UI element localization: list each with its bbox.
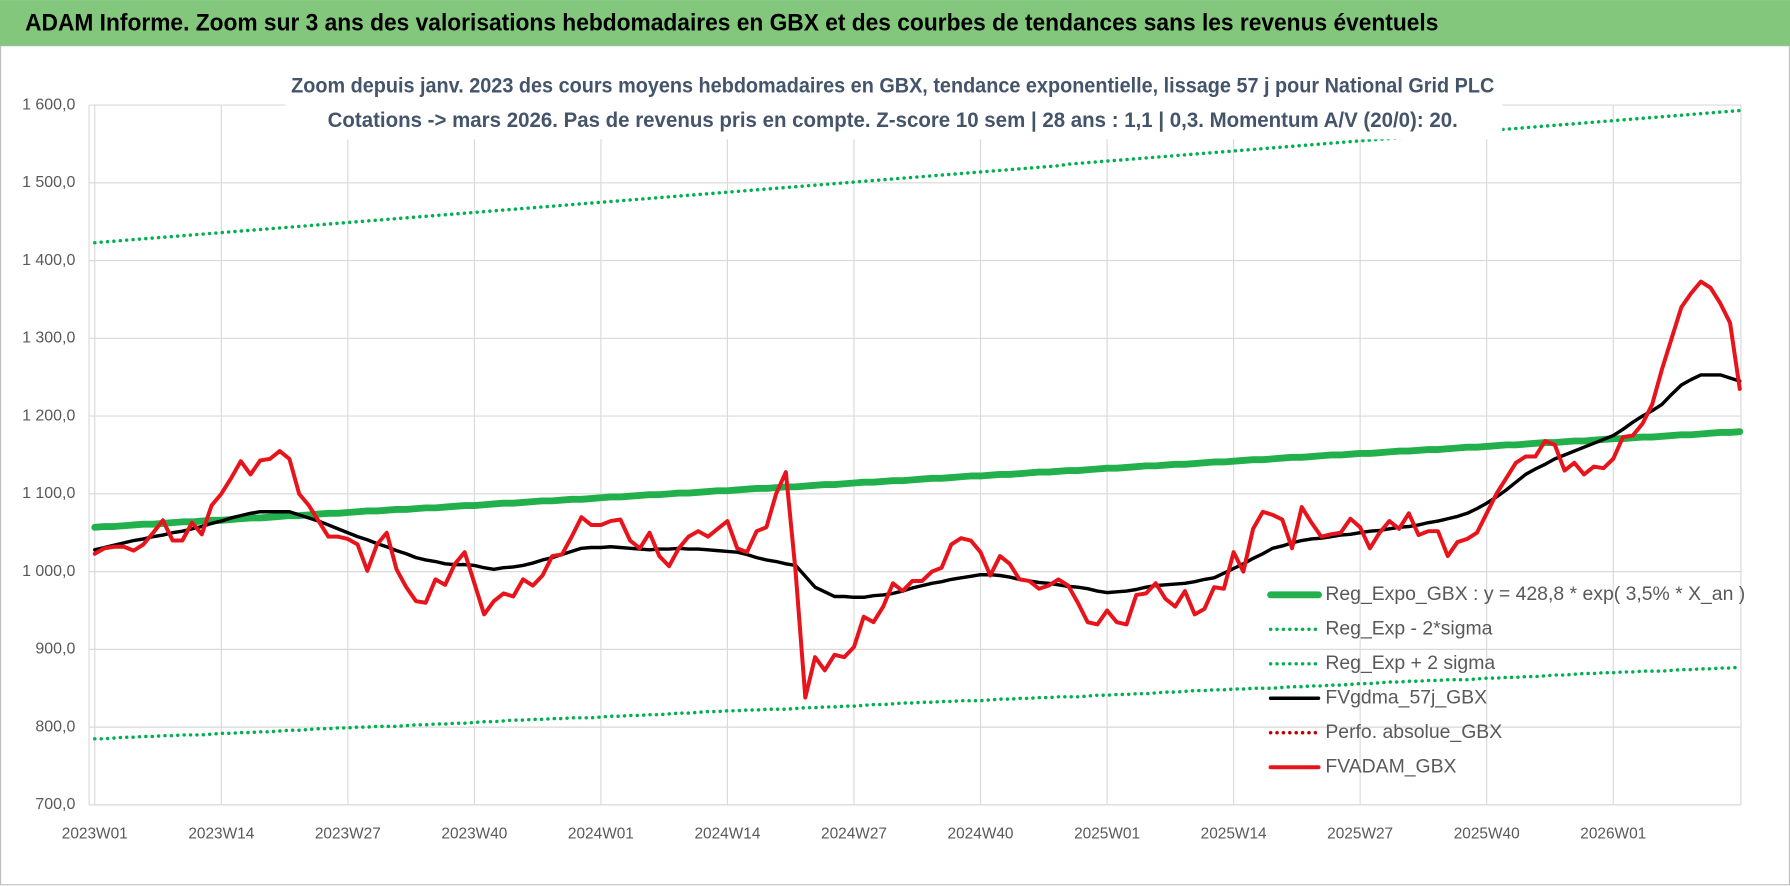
- x-tick-label: 2024W01: [568, 826, 634, 843]
- legend-label: Reg_Exp - 2*sigma: [1325, 617, 1492, 639]
- header-bar: [0, 0, 1790, 46]
- y-tick-label: 900,0: [35, 641, 75, 658]
- x-tick-label: 2023W01: [62, 826, 128, 843]
- x-tick-label: 2024W14: [694, 826, 760, 843]
- header-title: ADAM Informe. Zoom sur 3 ans des valoris…: [25, 9, 1438, 36]
- x-tick-label: 2025W01: [1074, 826, 1140, 843]
- x-tick-label: 2025W40: [1454, 826, 1520, 843]
- chart-title: Zoom depuis janv. 2023 des cours moyens …: [291, 73, 1495, 98]
- x-tick-label: 2024W27: [821, 826, 887, 843]
- series-line: [93, 373, 1742, 599]
- x-tick-label: 2025W14: [1201, 826, 1267, 843]
- chart-subtitle: Cotations -> mars 2026. Pas de revenus p…: [328, 107, 1458, 132]
- y-tick-label: 700,0: [35, 796, 75, 813]
- y-tick-label: 1 200,0: [22, 407, 75, 424]
- x-tick-label: 2026W01: [1580, 826, 1646, 843]
- y-tick-label: 800,0: [35, 718, 75, 735]
- y-tick-label: 1 400,0: [22, 252, 75, 269]
- series-line: [91, 428, 1744, 531]
- legend-label: Reg_Exp + 2 sigma: [1325, 652, 1495, 674]
- legend: Reg_Expo_GBX : y = 428,8 * exp( 3,5% * X…: [1267, 583, 1745, 777]
- series-line: [92, 279, 1742, 700]
- y-tick-label: 1 300,0: [22, 330, 75, 347]
- title-box: [285, 66, 1503, 140]
- x-tick-label: 2023W14: [188, 826, 254, 843]
- x-tick-label: 2024W40: [948, 826, 1014, 843]
- x-tick-label: 2025W27: [1327, 826, 1393, 843]
- y-tick-label: 1 100,0: [22, 485, 75, 502]
- legend-label: Reg_Expo_GBX : y = 428,8 * exp( 3,5% * X…: [1325, 583, 1745, 605]
- y-tick-label: 1 000,0: [22, 563, 75, 580]
- series-line: [93, 665, 1742, 741]
- x-tick-label: 2023W40: [441, 826, 507, 843]
- legend-label: FVgdma_57j_GBX: [1325, 686, 1487, 708]
- x-tick-label: 2023W27: [315, 826, 381, 843]
- y-tick-label: 1 600,0: [22, 96, 75, 113]
- y-tick-label: 1 500,0: [22, 174, 75, 191]
- legend-label: FVADAM_GBX: [1325, 755, 1456, 777]
- plot-area: 700,0 800,0 900,0 1 000,0 1 100,0 1 200,0 1 30…: [22, 96, 1744, 843]
- legend-label: Perfo. absolue_GBX: [1325, 721, 1502, 743]
